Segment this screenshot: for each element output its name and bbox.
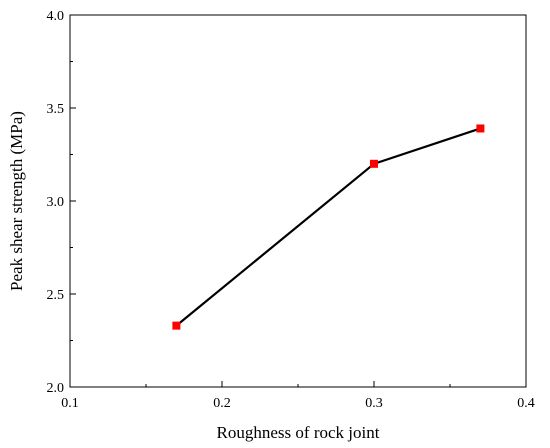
y-tick-label: 2.5 bbox=[47, 288, 65, 303]
x-axis: 0.1 0.2 0.3 0.4 bbox=[61, 381, 535, 411]
y-tick-label: 4.0 bbox=[47, 9, 65, 24]
x-axis-title: Roughness of rock joint bbox=[217, 423, 380, 442]
data-point-marker bbox=[476, 124, 485, 133]
x-tick-label: 0.2 bbox=[213, 396, 231, 411]
y-tick-label: 3.5 bbox=[47, 102, 65, 117]
y-tick-label: 2.0 bbox=[47, 381, 65, 396]
series-markers bbox=[172, 124, 485, 330]
x-tick-label: 0.4 bbox=[517, 396, 535, 411]
x-tick-label: 0.1 bbox=[61, 396, 79, 411]
y-axis: 2.0 2.5 3.0 3.5 4.0 bbox=[47, 9, 76, 396]
y-tick-label: 3.0 bbox=[47, 195, 65, 210]
plot-frame bbox=[69, 14, 527, 388]
y-axis-title: Peak shear strength (MPa) bbox=[7, 111, 26, 291]
data-point-marker bbox=[172, 321, 181, 330]
x-tick-label: 0.3 bbox=[365, 396, 383, 411]
series-line bbox=[175, 127, 481, 327]
data-point-marker bbox=[370, 159, 378, 168]
